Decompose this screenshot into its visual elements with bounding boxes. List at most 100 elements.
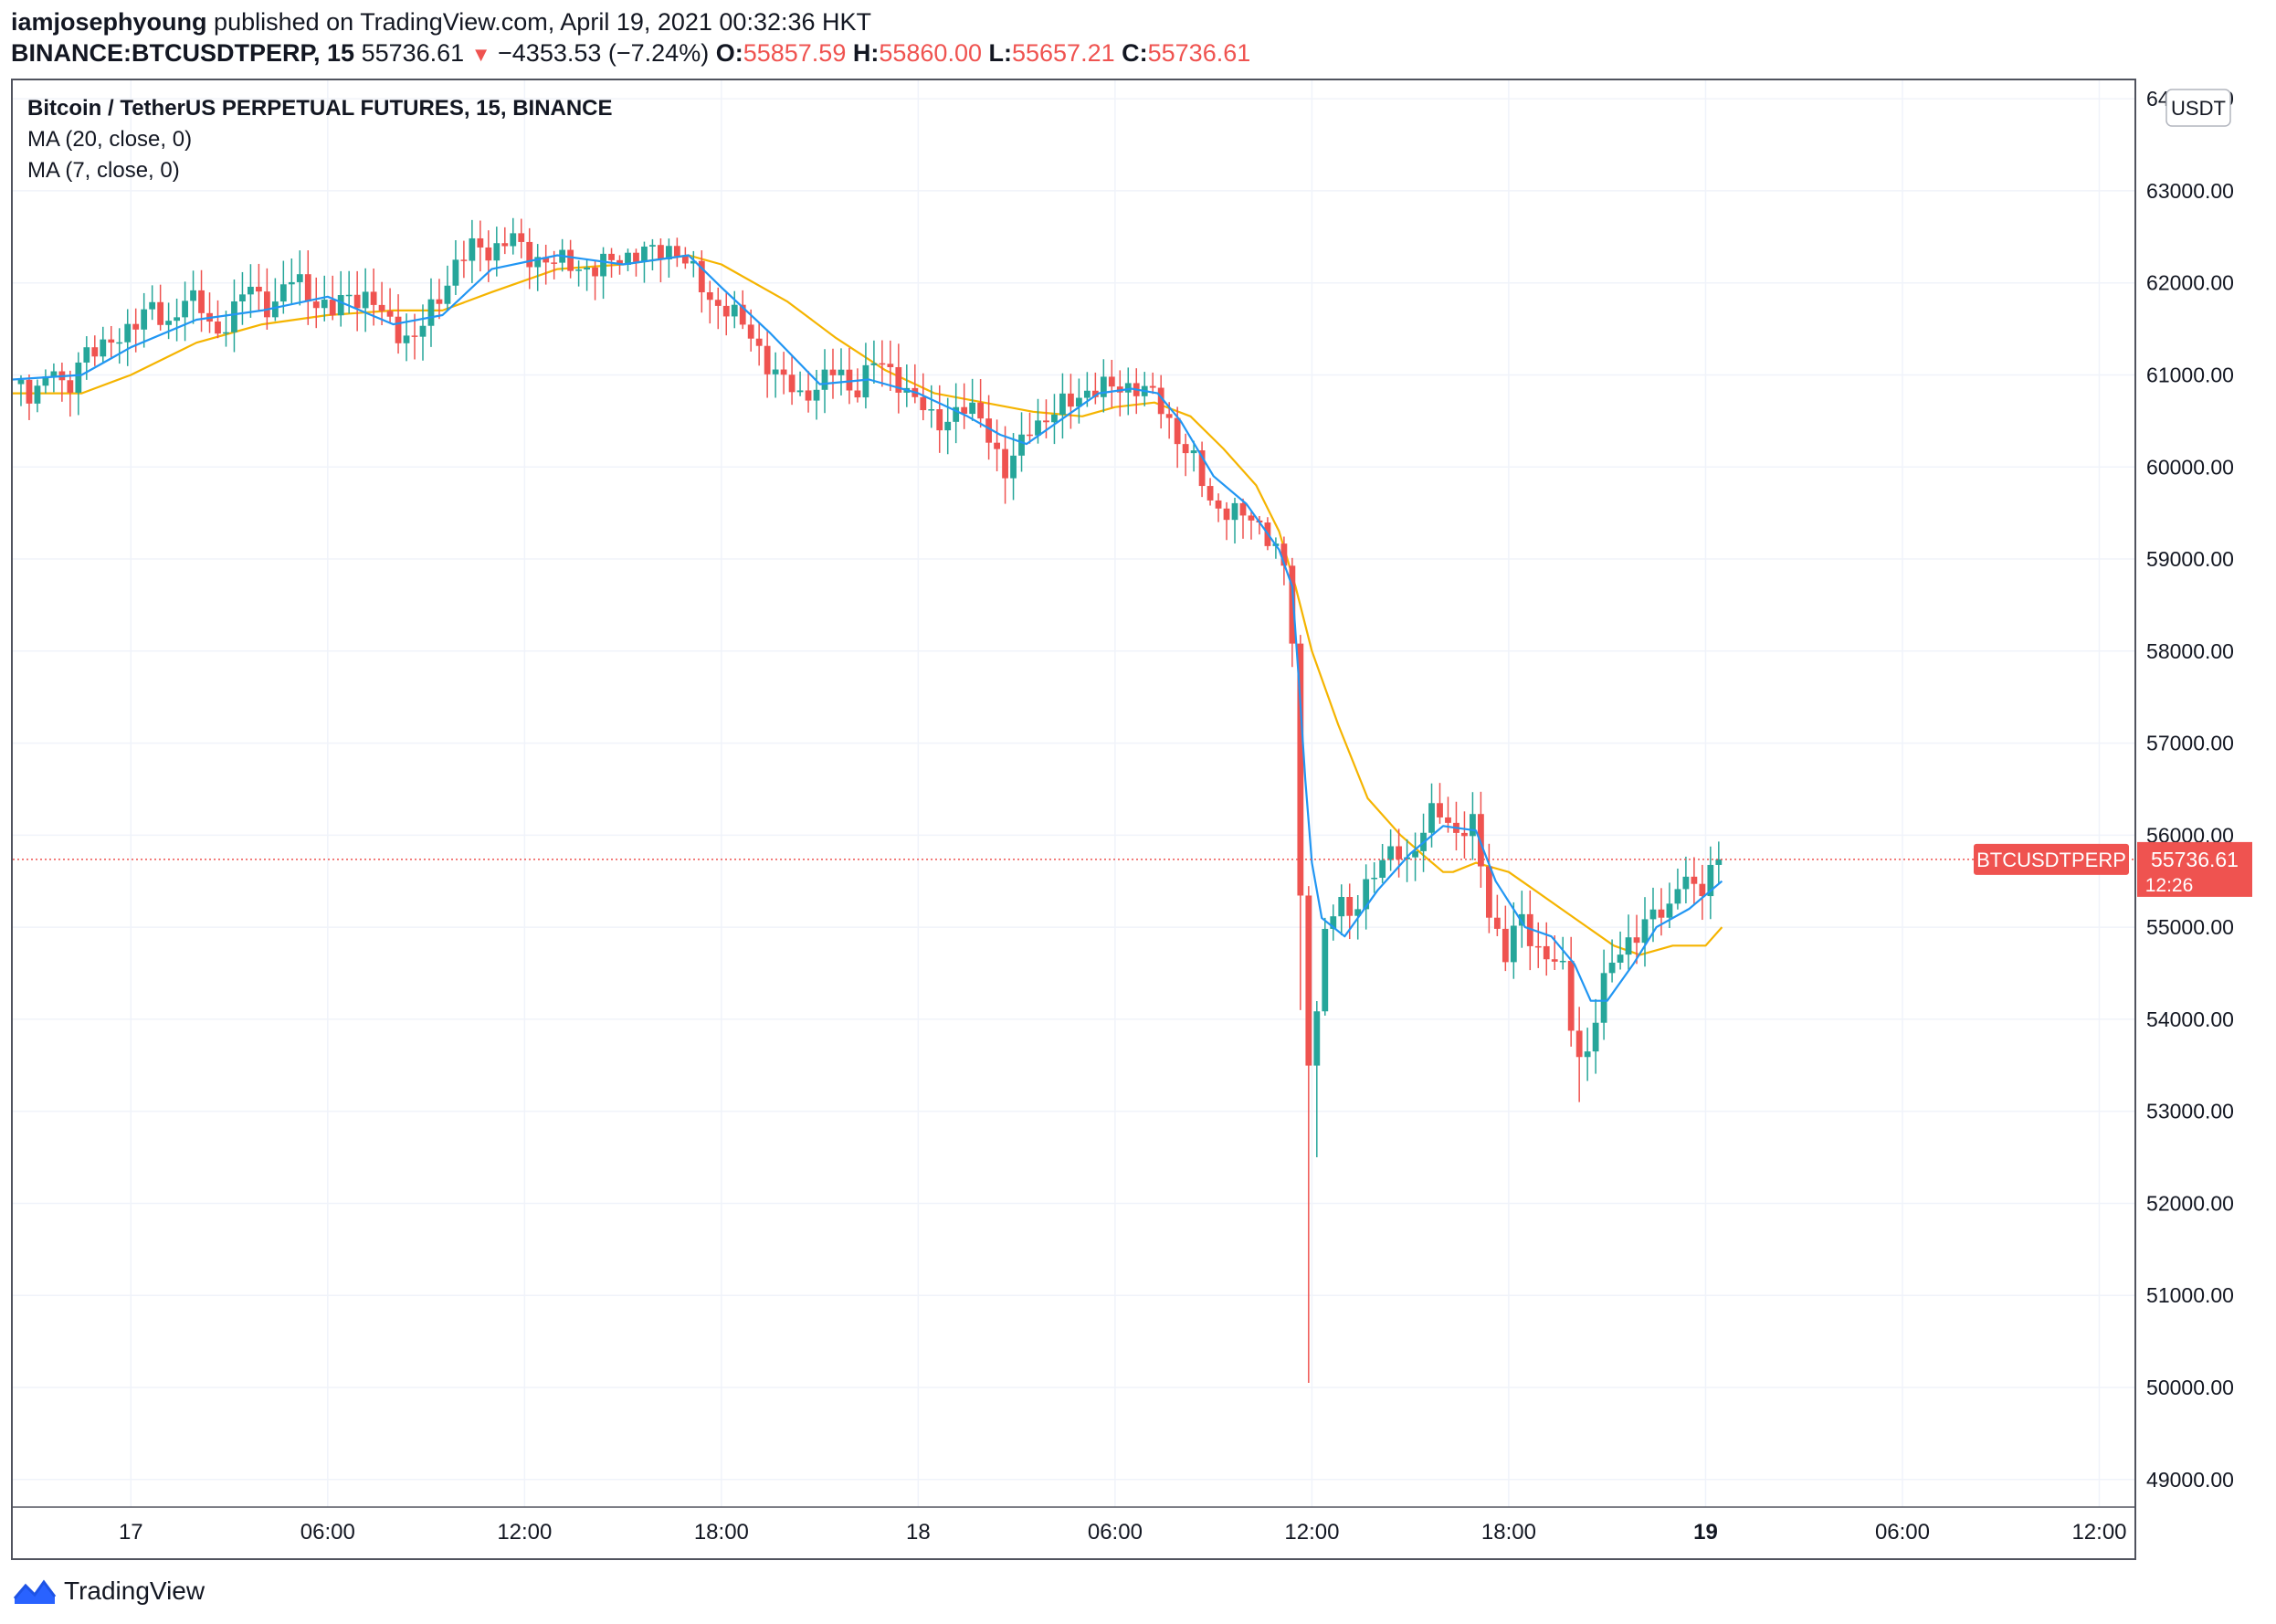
price-tags: BTCUSDTPERP 55736.61 12:26	[1974, 841, 2252, 897]
candle-body	[1526, 913, 1533, 946]
candle-body	[231, 301, 237, 332]
candle-body	[1584, 1051, 1591, 1058]
candle-body	[149, 301, 156, 310]
candle-body	[75, 362, 82, 393]
chart-frame	[11, 79, 2136, 1560]
candle-body	[936, 409, 943, 431]
candle-body	[132, 323, 140, 330]
candle-body	[255, 286, 262, 292]
candle-body	[747, 324, 754, 339]
candle-body	[263, 291, 270, 318]
candle-body	[116, 342, 123, 344]
candle-body	[1551, 959, 1558, 962]
price-tick-label: 57000.00	[2146, 732, 2234, 755]
candle-body	[279, 284, 287, 302]
publish-info: iamjosephyoung published on TradingView.…	[11, 5, 871, 38]
candle-body	[1330, 916, 1337, 929]
candle-body	[223, 332, 229, 334]
candle-body	[994, 442, 1000, 449]
open-label: O:	[715, 39, 743, 67]
candle-body	[271, 301, 279, 318]
candle-body	[419, 325, 427, 337]
candle-body	[518, 233, 525, 242]
candle-body	[1108, 376, 1115, 387]
candle-body	[296, 274, 303, 282]
tradingview-logo[interactable]: TradingView	[13, 1573, 205, 1609]
candle-body	[378, 304, 385, 311]
candle-body	[1666, 903, 1673, 918]
candle-body	[731, 304, 738, 317]
candle-body	[1322, 928, 1329, 1012]
candle-body	[879, 363, 886, 365]
candle-body	[1674, 889, 1681, 904]
candle-body	[411, 335, 418, 337]
currency-badge	[2165, 89, 2231, 127]
candle-body	[813, 389, 820, 401]
candle-body	[198, 290, 205, 313]
candle-body	[1174, 417, 1181, 445]
candle-body	[1182, 444, 1189, 454]
candle-body	[190, 290, 196, 301]
candles-layer[interactable]	[17, 217, 1723, 1383]
time-tick-label: 06:00	[300, 1520, 355, 1545]
candle-body	[649, 245, 656, 247]
low-value: 55657.21	[1011, 39, 1115, 67]
candle-body	[1198, 450, 1206, 487]
legend-title[interactable]: Bitcoin / TetherUS PERPETUAL FUTURES, 15…	[27, 96, 613, 121]
tradingview-brand: TradingView	[64, 1577, 205, 1605]
candle-body	[312, 301, 320, 309]
legend-ma7[interactable]: MA (7, close, 0)	[27, 158, 180, 183]
candle-body	[436, 299, 443, 304]
candle-body	[91, 347, 99, 357]
candle-body	[141, 309, 148, 330]
candle-body	[805, 390, 812, 401]
candle-body	[124, 323, 132, 343]
candle-body	[969, 402, 976, 415]
currency-label[interactable]: USDT	[2171, 97, 2226, 120]
candle-body	[953, 406, 960, 422]
candle-body	[658, 245, 664, 260]
candle-body	[1010, 455, 1017, 479]
candle-body	[321, 300, 328, 309]
candle-body	[304, 274, 311, 302]
candle-body	[1371, 877, 1378, 880]
price-tick-label: 50000.00	[2146, 1376, 2234, 1399]
candle-body	[985, 418, 993, 443]
candle-body	[174, 317, 180, 322]
candle-body	[780, 369, 787, 375]
candle-body	[395, 316, 402, 343]
candle-body	[427, 299, 435, 326]
candle-body	[67, 380, 74, 393]
price-axis[interactable]: 64000.0063000.0062000.0061000.0060000.00…	[2134, 80, 2234, 1507]
candle-body	[575, 269, 583, 271]
last-price: 55736.61	[361, 39, 465, 67]
candle-body	[1289, 565, 1296, 644]
candle-body	[1699, 883, 1706, 897]
candle-body	[1461, 832, 1468, 837]
candle-body	[1518, 913, 1525, 926]
candle-body	[501, 243, 509, 247]
candle-body	[370, 291, 377, 305]
author-name[interactable]: iamjosephyoung	[11, 8, 207, 36]
candle-body	[1043, 420, 1049, 423]
candle-body	[1027, 434, 1033, 437]
candle-body	[887, 364, 894, 367]
candle-body	[1600, 973, 1607, 1023]
candle-body	[157, 301, 164, 325]
candle-body	[1387, 846, 1395, 860]
candle-body	[444, 285, 451, 304]
open-value: 55857.59	[743, 39, 847, 67]
candle-body	[1485, 866, 1492, 918]
candle-body	[1248, 515, 1255, 521]
legend-ma20[interactable]: MA (20, close, 0)	[27, 127, 193, 152]
time-tick-label: 17	[119, 1520, 143, 1545]
price-tag-value: 55736.61	[2151, 848, 2239, 871]
candle-body	[1575, 1030, 1583, 1058]
time-axis[interactable]: 17 06:00 12:00 18:00 18 06:00 12:00 18:00 19 06:0…	[13, 1506, 2135, 1545]
candle-body	[534, 257, 542, 268]
price-tick-label: 49000.00	[2146, 1468, 2234, 1492]
candle-body	[739, 304, 746, 325]
candle-body	[1338, 897, 1345, 917]
grid-lines	[13, 80, 2135, 1507]
